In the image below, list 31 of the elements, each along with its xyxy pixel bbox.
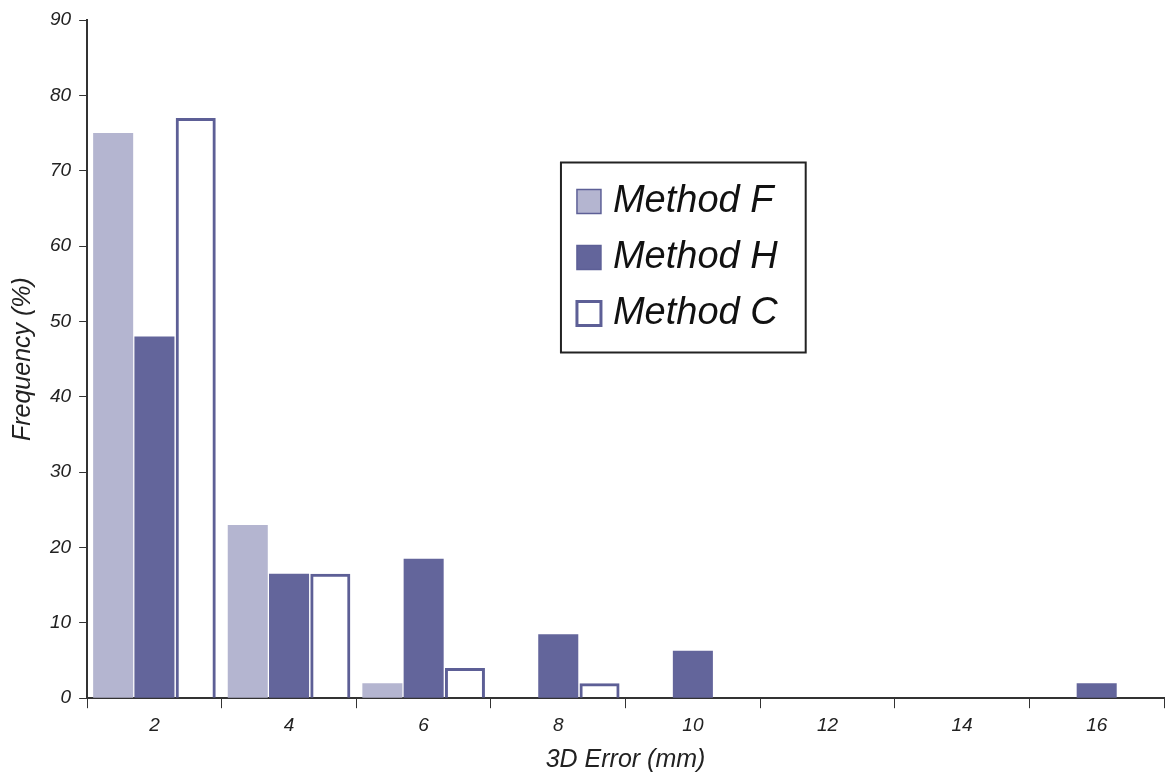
bar [269, 573, 310, 698]
bar [538, 634, 579, 698]
y-tick-label: 70 [49, 158, 72, 180]
bar [227, 524, 268, 698]
legend-label: Method C [612, 290, 779, 332]
y-tick-label: 10 [49, 611, 72, 633]
x-axis-title: 3D Error (mm) [545, 743, 706, 772]
legend-label: Method H [612, 234, 779, 276]
bar [362, 683, 403, 698]
x-tick-label: 4 [283, 713, 295, 735]
bar [672, 650, 713, 698]
y-tick-label: 80 [49, 83, 72, 105]
x-tick-label: 8 [552, 713, 564, 735]
x-tick-label: 14 [951, 713, 973, 735]
y-tick-label: 20 [48, 535, 72, 557]
y-tick-label: 30 [49, 460, 72, 482]
x-tick-label: 6 [418, 713, 430, 735]
bar [134, 336, 175, 698]
bar [1076, 683, 1117, 698]
y-tick-label: 60 [49, 234, 72, 256]
legend-label: Method F [612, 178, 776, 220]
x-tick-label: 10 [682, 713, 704, 735]
x-tick-label: 2 [148, 713, 161, 735]
y-tick-label: 0 [60, 686, 72, 708]
y-tick-label: 50 [49, 309, 72, 331]
y-axis-title: Frequency (%) [6, 277, 35, 442]
y-tick-label: 90 [49, 8, 72, 30]
x-tick-label: 16 [1086, 713, 1108, 735]
bar [93, 133, 134, 698]
x-tick-label: 12 [816, 713, 839, 735]
y-tick-label: 40 [49, 385, 72, 407]
